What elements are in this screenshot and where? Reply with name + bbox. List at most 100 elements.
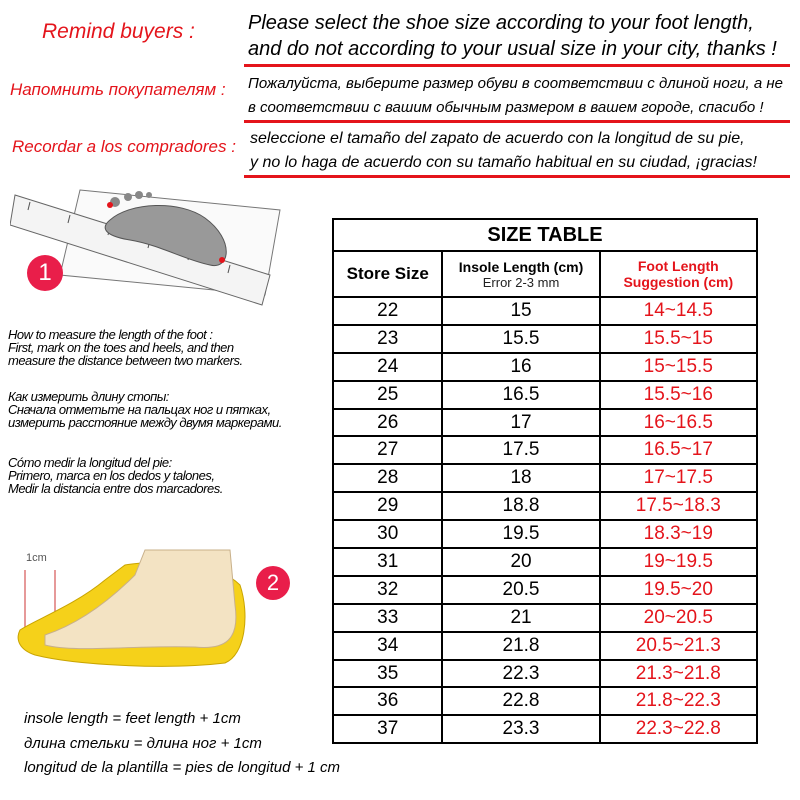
- instructions-es: Cómo medir la longitud del pie: Primero,…: [8, 456, 223, 495]
- foot-length-cell: 20.5~21.3: [598, 630, 759, 661]
- foot-length-cell: 16~16.5: [598, 407, 759, 438]
- insole-length-cell: 21: [441, 602, 601, 633]
- table-row: 37 23.3 22.3~22.8: [331, 714, 759, 745]
- insole-length-cell: 17: [441, 407, 601, 438]
- foot-length-cell: 18.3~19: [598, 519, 759, 550]
- table-row: 24 16 15~15.5: [331, 351, 759, 382]
- foot-length-cell: 19~19.5: [598, 547, 759, 577]
- remind-text-ru-2: в соответствии с вашим обычным размером …: [248, 99, 764, 116]
- table-row: 23 15.5 15.5~15: [331, 323, 759, 354]
- remind-text-en-1: Please select the shoe size according to…: [248, 12, 754, 34]
- remind-text-es-2: y no lo haga de acuerdo con su tamaño ha…: [250, 154, 757, 171]
- header-foot-length: Foot Length Suggestion (cm): [598, 250, 759, 298]
- foot-length-cell: 20~20.5: [598, 602, 759, 633]
- size-table: SIZE TABLE Store Size Insole Length (cm)…: [331, 218, 759, 745]
- foot-length-cell: 14~14.5: [598, 296, 759, 326]
- table-row: 31 20 19~19.5: [331, 547, 759, 577]
- instruction-line: измерить расстояние между двумя маркерам…: [8, 415, 282, 430]
- formula-es: longitud de la plantilla = pies de longi…: [24, 759, 341, 776]
- store-size-cell: 26: [331, 407, 444, 438]
- instruction-line: Сначала отметьте на пальцах ног и пятках…: [8, 402, 271, 417]
- insole-length-cell: 17.5: [441, 435, 601, 466]
- store-size-cell: 23: [331, 323, 444, 354]
- instructions-ru: Как измерить длину стопы: Сначала отметь…: [8, 390, 282, 429]
- remind-label-en: Remind buyers :: [42, 20, 195, 43]
- insole-length-cell: 18.8: [441, 491, 601, 522]
- insole-length-cell: 15: [441, 296, 601, 326]
- step-1-badge: 1: [27, 255, 63, 291]
- step-2-badge: 2: [256, 566, 290, 600]
- remind-label-es: Recordar a los compradores :: [12, 137, 236, 156]
- table-row: 28 18 17~17.5: [331, 463, 759, 494]
- instruction-line: Как измерить длину стопы:: [8, 389, 169, 404]
- store-size-cell: 32: [331, 574, 444, 605]
- formula-ru: длина стельки = длина ног + 1cm: [24, 735, 262, 752]
- store-size-cell: 25: [331, 379, 444, 410]
- insole-length-cell: 20.5: [441, 574, 601, 605]
- underline: [244, 120, 790, 123]
- instructions-en: How to measure the length of the foot : …: [8, 328, 243, 367]
- formula-en: insole length = feet length + 1cm: [24, 710, 241, 727]
- foot-length-cell: 16.5~17: [598, 435, 759, 466]
- foot-length-cell: 21.8~22.3: [598, 686, 759, 717]
- header-insole-label: Insole Length (cm): [458, 258, 584, 275]
- header-foot-line1: Foot Length: [637, 258, 719, 274]
- table-row: 29 18.8 17.5~18.3: [331, 491, 759, 522]
- header-insole-length: Insole Length (cm) Error 2-3 mm: [441, 250, 601, 298]
- store-size-cell: 35: [331, 658, 444, 689]
- table-row: 33 21 20~20.5: [331, 602, 759, 633]
- table-title: SIZE TABLE: [332, 218, 758, 252]
- table-row: 32 20.5 19.5~20: [331, 574, 759, 605]
- instruction-line: First, mark on the toes and heels, and t…: [8, 340, 234, 355]
- foot-length-cell: 15.5~16: [598, 379, 759, 410]
- store-size-cell: 28: [331, 463, 444, 494]
- underline: [244, 64, 790, 67]
- table-row: 27 17.5 16.5~17: [331, 435, 759, 466]
- insole-length-cell: 15.5: [441, 323, 601, 354]
- foot-length-cell: 22.3~22.8: [598, 714, 759, 745]
- insole-length-cell: 20: [441, 547, 601, 577]
- instruction-line: How to measure the length of the foot :: [8, 327, 213, 342]
- insole-length-cell: 21.8: [441, 630, 601, 661]
- insole-length-cell: 22.3: [441, 658, 601, 689]
- insole-length-cell: 19.5: [441, 519, 601, 550]
- table-row: 35 22.3 21.3~21.8: [331, 658, 759, 689]
- insole-length-cell: 18: [441, 463, 601, 494]
- store-size-cell: 37: [331, 714, 444, 745]
- header-foot-line2: Suggestion (cm): [623, 274, 734, 290]
- insole-length-cell: 23.3: [441, 714, 601, 745]
- store-size-cell: 29: [331, 491, 444, 522]
- foot-length-cell: 19.5~20: [598, 574, 759, 605]
- header-store-size: Store Size: [331, 250, 444, 298]
- insole-length-cell: 16.5: [441, 379, 601, 410]
- foot-length-cell: 21.3~21.8: [598, 658, 759, 689]
- store-size-cell: 24: [331, 351, 444, 382]
- store-size-cell: 30: [331, 519, 444, 550]
- foot-on-ruler-illustration: [10, 189, 281, 306]
- store-size-cell: 27: [331, 435, 444, 466]
- remind-text-en-2: and do not according to your usual size …: [248, 38, 777, 60]
- table-row: 34 21.8 20.5~21.3: [331, 630, 759, 661]
- underline: [244, 175, 790, 178]
- table-row: 22 15 14~14.5: [331, 296, 759, 326]
- table-row: 25 16.5 15.5~16: [331, 379, 759, 410]
- store-size-cell: 31: [331, 547, 444, 577]
- table-row: 36 22.8 21.8~22.3: [331, 686, 759, 717]
- table-row: 30 19.5 18.3~19: [331, 519, 759, 550]
- header-insole-note: Error 2-3 mm: [482, 274, 560, 290]
- foot-length-cell: 17.5~18.3: [598, 491, 759, 522]
- remind-text-es-1: seleccione el tamaño del zapato de acuer…: [250, 130, 745, 147]
- insole-length-cell: 16: [441, 351, 601, 382]
- foot-in-shoe-illustration: [17, 549, 246, 667]
- instruction-line: Medir la distancia entre dos marcadores.: [8, 481, 223, 496]
- instruction-line: Primero, marca en los dedos y talones,: [8, 468, 215, 483]
- store-size-cell: 34: [331, 630, 444, 661]
- store-size-cell: 36: [331, 686, 444, 717]
- insole-length-cell: 22.8: [441, 686, 601, 717]
- store-size-cell: 33: [331, 602, 444, 633]
- instruction-line: measure the distance between two markers…: [8, 353, 243, 368]
- remind-text-ru-1: Пожалуйста, выберите размер обуви в соот…: [248, 75, 783, 92]
- foot-length-cell: 15.5~15: [598, 323, 759, 354]
- foot-length-cell: 15~15.5: [598, 351, 759, 382]
- instruction-line: Cómo medir la longitud del pie:: [8, 455, 172, 470]
